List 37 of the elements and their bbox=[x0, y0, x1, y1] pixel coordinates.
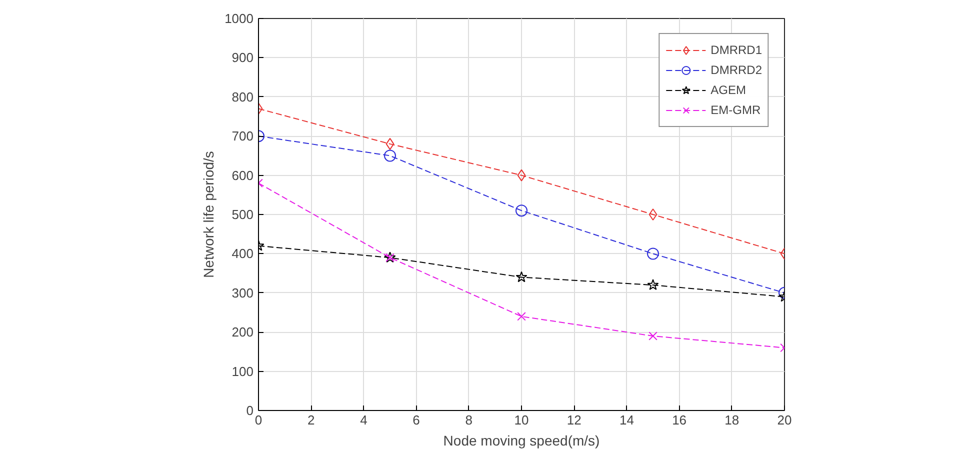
x-tick-label: 14 bbox=[619, 412, 634, 428]
x-tick-label: 12 bbox=[566, 412, 582, 428]
point bbox=[648, 208, 658, 220]
x-tick-label: 6 bbox=[412, 412, 420, 428]
y-tick-label: 200 bbox=[232, 324, 254, 340]
point bbox=[384, 150, 396, 162]
legend-label: AGEM bbox=[710, 83, 746, 97]
y-tick-label: 900 bbox=[232, 50, 254, 66]
point bbox=[517, 169, 526, 182]
y-tick-label: 300 bbox=[232, 285, 254, 300]
y-axis-title: Network life period/s bbox=[200, 151, 217, 278]
legend-label: DMRRD1 bbox=[710, 43, 762, 57]
x-tick-label: 18 bbox=[724, 412, 740, 428]
y-tick-label: 500 bbox=[232, 207, 254, 222]
x-tick-label: 2 bbox=[307, 412, 315, 428]
y-tick-label: 0 bbox=[246, 403, 254, 418]
y-tick-label: 600 bbox=[232, 168, 254, 183]
y-tick-label: 400 bbox=[232, 246, 254, 262]
y-tick-label: 100 bbox=[232, 364, 254, 379]
y-tick-label: 700 bbox=[232, 128, 254, 144]
x-tick-label: 20 bbox=[777, 412, 792, 428]
point bbox=[648, 332, 658, 340]
point bbox=[647, 248, 659, 260]
x-tick-label: 10 bbox=[514, 412, 529, 428]
point bbox=[386, 138, 394, 150]
point bbox=[516, 204, 528, 217]
x-tick-label: 4 bbox=[360, 412, 368, 428]
y-tick-label: 800 bbox=[232, 89, 254, 104]
x-tick-label: 8 bbox=[465, 412, 473, 428]
point bbox=[647, 279, 659, 290]
point bbox=[516, 271, 528, 282]
legend-label: EM-GMR bbox=[710, 103, 761, 117]
x-tick-label: 16 bbox=[672, 412, 687, 428]
x-axis-title: Node moving speed(m/s) bbox=[443, 432, 600, 448]
y-tick-label: 1000 bbox=[224, 11, 254, 26]
point bbox=[517, 312, 526, 321]
legend-label: DMRRD2 bbox=[710, 63, 762, 77]
